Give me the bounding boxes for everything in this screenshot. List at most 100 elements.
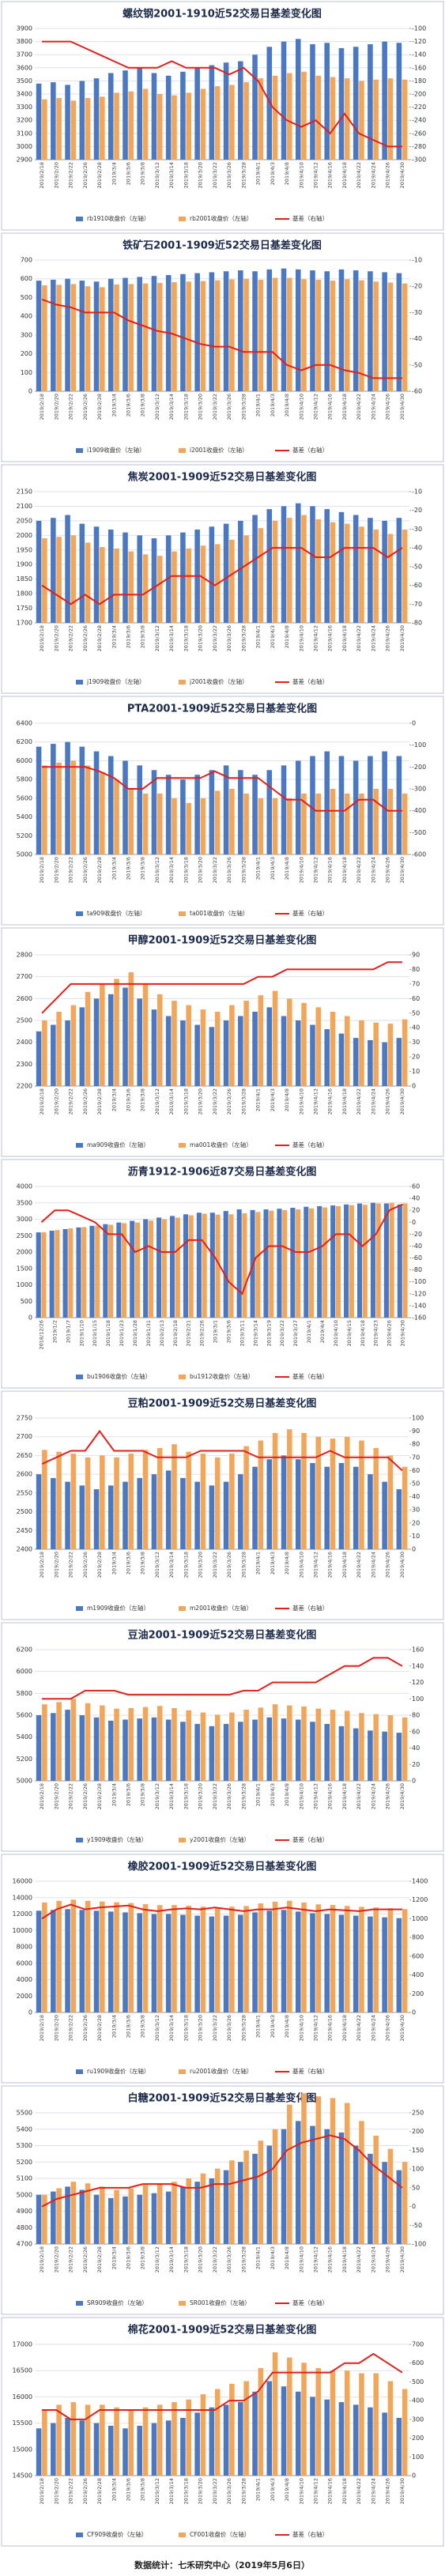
y-tick-label: 2050: [17, 517, 32, 524]
bar: [396, 756, 402, 854]
x-tick-label: 2019/3/27: [292, 1320, 299, 1346]
bar: [137, 1477, 143, 1549]
bar: [387, 2381, 394, 2476]
y-tick-label: 3000: [17, 143, 32, 150]
y2-tick-label: -160: [412, 64, 426, 71]
y2-tick-label: 20: [412, 1207, 420, 1214]
bar: [142, 1707, 149, 1781]
x-tick-label: 2019/3/12: [154, 2015, 160, 2041]
bar: [151, 1914, 157, 2012]
bar: [194, 1724, 200, 1781]
y2-tick-label: -100: [412, 1278, 426, 1285]
x-tick-label: 2019/4/12: [313, 857, 319, 883]
legend-label: j2001收盘价（左轴）: [189, 677, 248, 685]
bar: [51, 2191, 56, 2244]
x-tick-label: 2019/3/22: [212, 1783, 218, 1809]
bar: [42, 538, 47, 623]
legend-swatch: [76, 680, 83, 685]
legend-label: ru2001收盘价（左轴）: [190, 2067, 252, 2075]
legend-label: ma909收盘价（左轴）: [87, 1141, 149, 1148]
bar: [373, 2136, 379, 2244]
x-tick-label: 2019/4/12: [313, 2246, 319, 2272]
bar: [79, 523, 85, 623]
bar: [258, 1903, 264, 2012]
y2-tick-label: -10: [412, 488, 422, 496]
bar: [165, 1914, 172, 2012]
legend-swatch: [179, 1143, 186, 1148]
x-tick-label: 2019/2/20: [53, 1783, 59, 1809]
x-tick-label: 2019/4/22: [356, 625, 362, 651]
x-tick-label: 2019/3/6: [126, 857, 132, 880]
bar: [223, 1724, 229, 1781]
y2-tick-label: -600: [412, 851, 426, 858]
x-tick-label: 2019/4/12: [313, 625, 319, 651]
x-tick-label: 2019/3/20: [198, 2015, 204, 2041]
bar: [382, 2412, 387, 2476]
bar: [396, 518, 402, 623]
chart-title: 甲醇2001-1909近52交易日基差变化图: [128, 934, 317, 947]
x-tick-label: 2019/2/18: [39, 162, 45, 188]
bar: [130, 1220, 135, 1318]
x-tick-label: 2019/3/22: [212, 857, 218, 883]
x-tick-label: 2019/2/20: [53, 162, 59, 188]
bar: [157, 556, 163, 623]
y-tick-label: 5200: [17, 832, 32, 839]
bar: [338, 47, 345, 160]
bar: [65, 278, 70, 391]
bar: [310, 506, 315, 623]
y-tick-label: 2800: [17, 952, 32, 959]
y-tick-label: 1700: [17, 620, 32, 627]
bar: [252, 775, 258, 854]
y2-tick-label: 0: [412, 1219, 416, 1226]
bar: [368, 1474, 373, 1549]
y-tick-label: 3800: [17, 38, 32, 45]
y2-tick-label: -500: [412, 829, 426, 836]
bar: [382, 1042, 387, 1086]
x-tick-label: 2019/3/12: [154, 1783, 160, 1809]
bar: [186, 1710, 191, 1781]
x-tick-label: 2019/2/26: [82, 857, 89, 883]
y-tick-label: 5000: [17, 851, 32, 858]
bar: [310, 2125, 315, 2244]
bar: [65, 1710, 70, 1781]
x-tick-label: 2019/4/26: [385, 1783, 391, 1809]
y-tick-label: 16500: [13, 2367, 32, 2374]
bar: [209, 1916, 215, 2012]
bar: [359, 1020, 364, 1086]
y2-tick-label: -280: [412, 143, 426, 150]
x-tick-label: 2019/2/22: [68, 625, 74, 651]
bar: [93, 281, 100, 391]
y-tick-label: 1850: [17, 575, 32, 583]
bar: [272, 1901, 278, 2012]
x-tick-label: 2019/4/10: [298, 1088, 304, 1115]
bar: [194, 273, 200, 391]
bar: [172, 1905, 177, 2012]
x-tick-label: 2019/4/12: [313, 2478, 319, 2504]
bar: [137, 2194, 143, 2244]
chart-panel: 甲醇2001-1909近52交易日基差变化图 2200 2300 2400 2500 26…: [1, 927, 444, 1157]
bar: [396, 43, 402, 160]
bar: [108, 1224, 114, 1318]
bar: [214, 86, 221, 160]
legend-swatch: [179, 1375, 186, 1379]
bar: [317, 1205, 322, 1318]
bar: [70, 2182, 77, 2244]
legend-swatch: [179, 2069, 186, 2074]
y-tick-label: 3900: [17, 25, 32, 32]
y-tick-label: 6000: [17, 1959, 32, 1967]
x-tick-label: 2019/2/18: [39, 1552, 45, 1578]
bar: [252, 55, 258, 160]
bar: [272, 1704, 278, 1781]
bar: [116, 1222, 122, 1318]
bar: [36, 83, 42, 160]
bar: [215, 1214, 221, 1318]
x-tick-label: 2019/3/6: [126, 2015, 132, 2038]
bar: [51, 2423, 56, 2476]
x-tick-label: 2019/4/16: [327, 625, 334, 651]
bar: [151, 1474, 157, 1549]
y-tick-label: 8000: [17, 1944, 32, 1951]
legend-swatch: [179, 2533, 186, 2537]
y2-tick-label: 0: [412, 720, 416, 727]
bar: [137, 998, 143, 1086]
bar: [68, 1228, 74, 1318]
